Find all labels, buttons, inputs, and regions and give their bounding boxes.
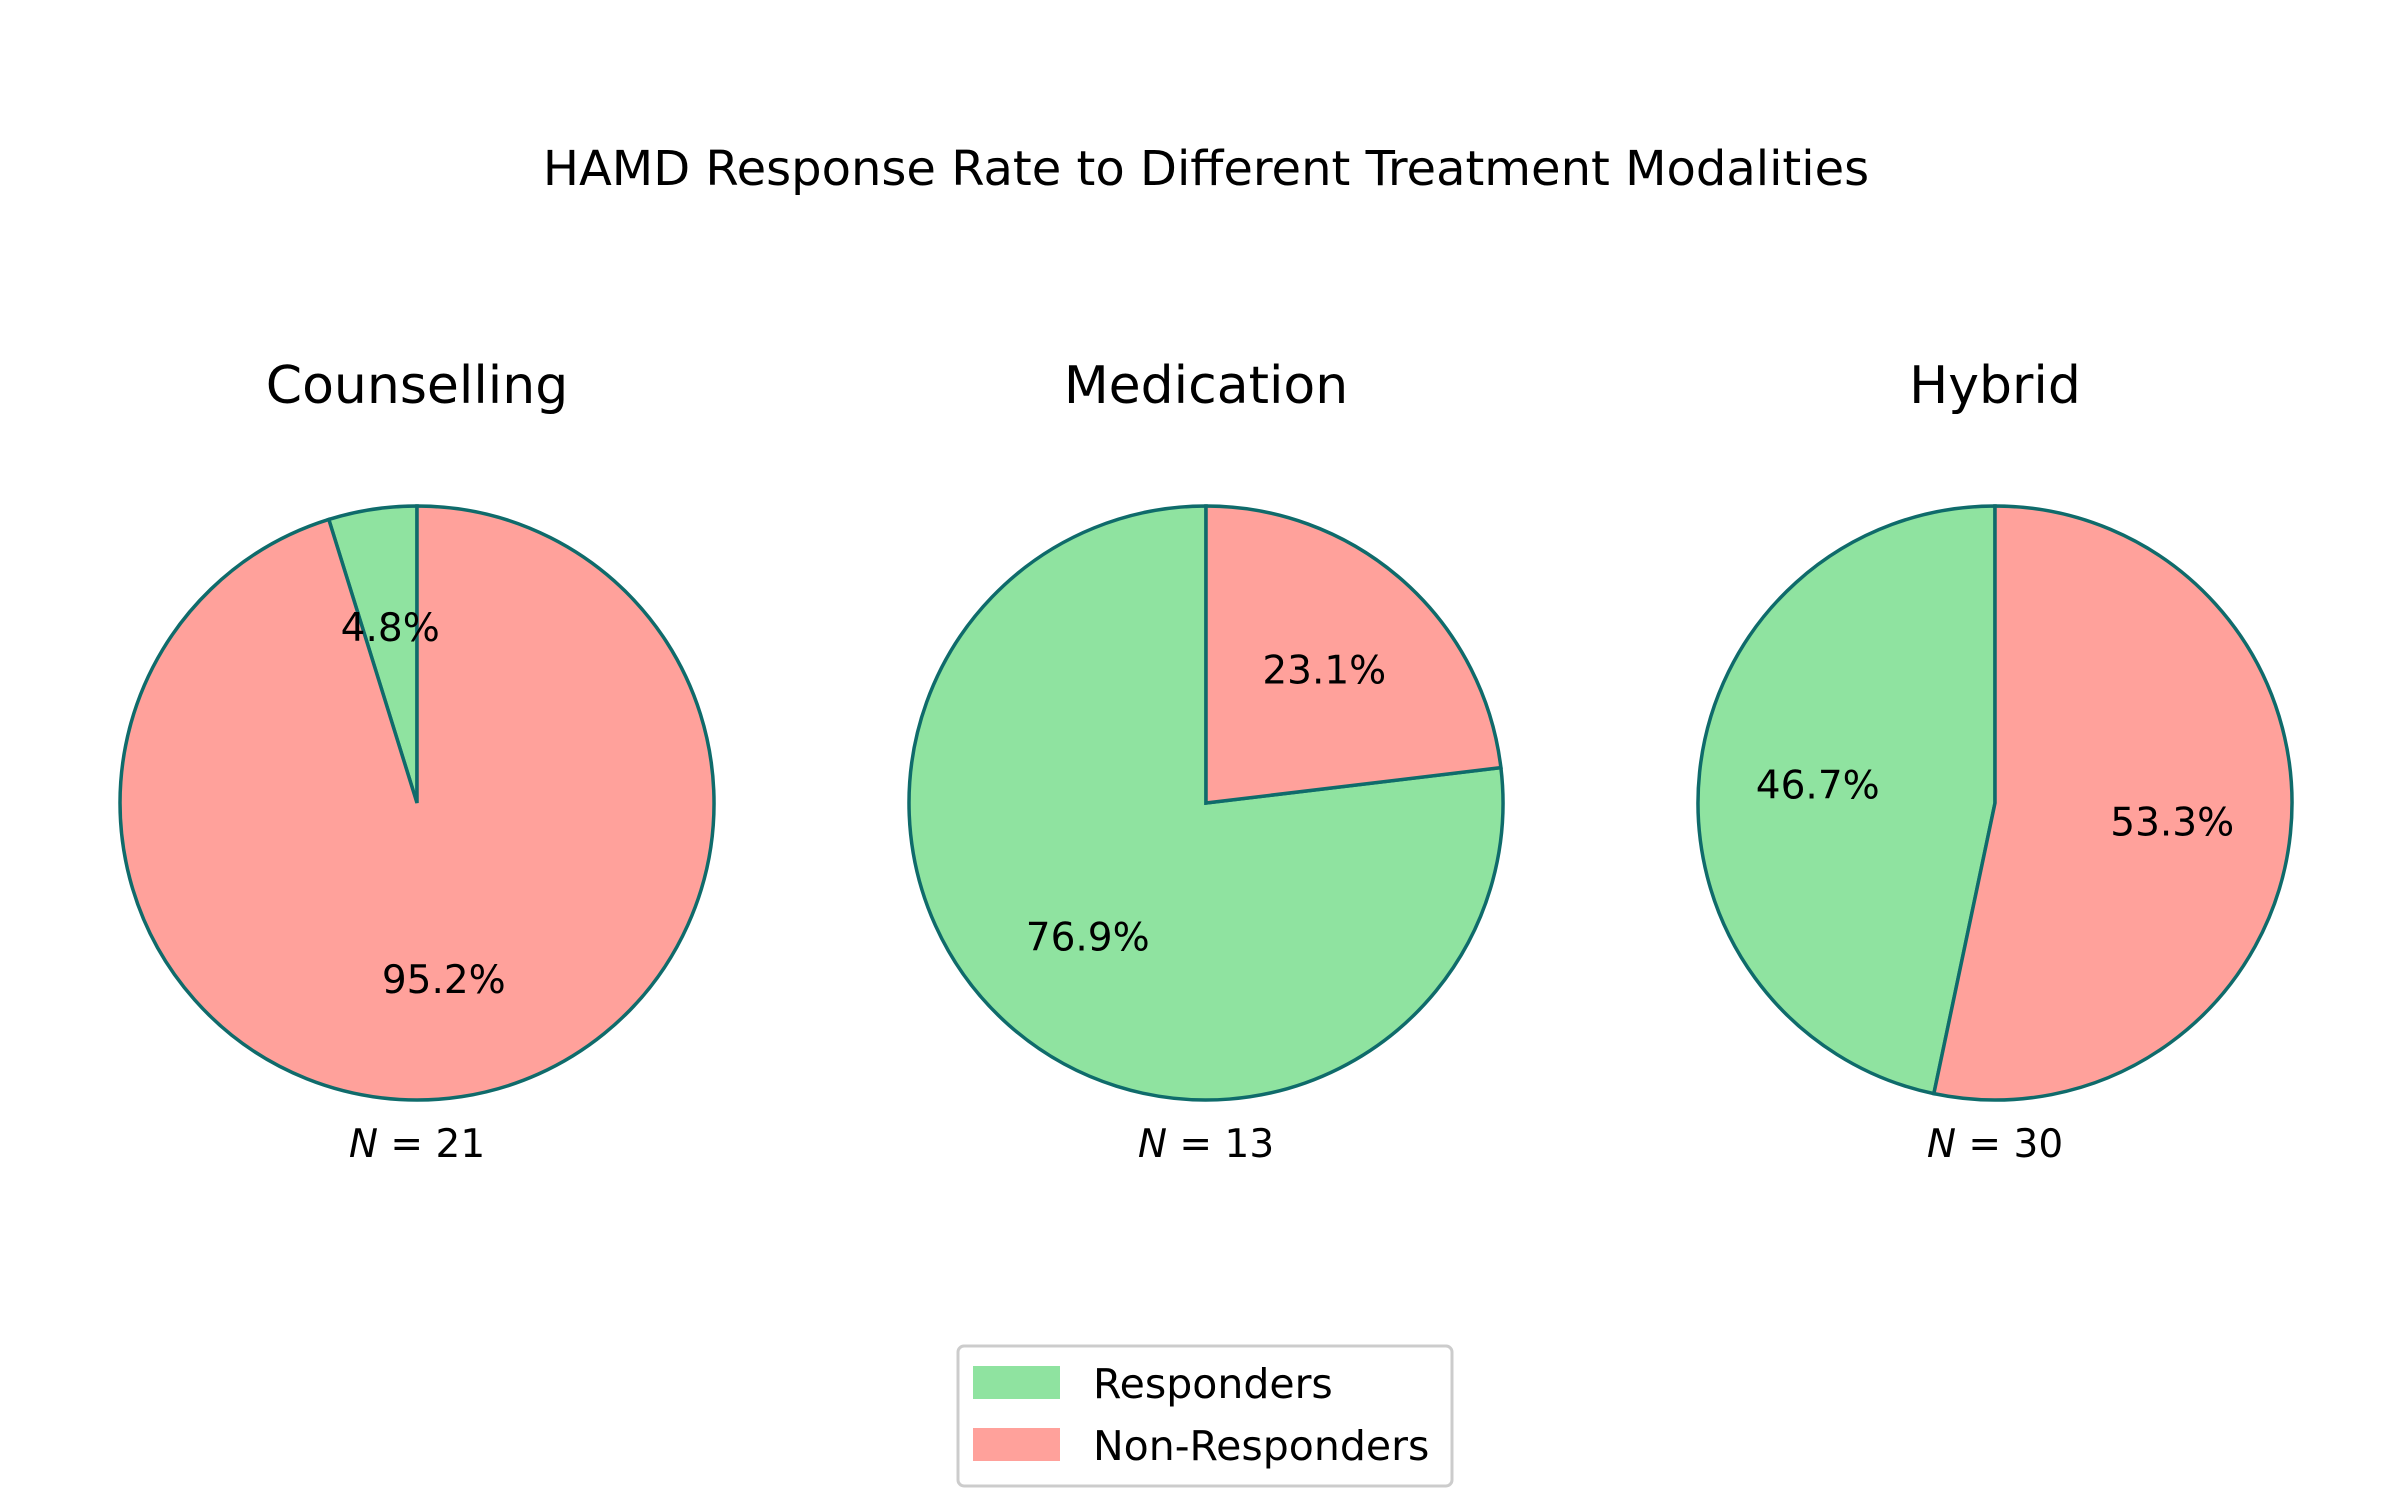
pie-n-label-counselling: N = 21 bbox=[349, 1122, 485, 1167]
pie-counselling: Counselling 4.8% 95.2% N = 21 bbox=[118, 356, 716, 1167]
pie-pct-label-counselling-responders: 4.8% bbox=[341, 606, 440, 651]
legend-swatch-non-responders bbox=[973, 1428, 1060, 1461]
pie-slice-hybrid-responders bbox=[1696, 504, 1997, 1096]
pie-slice-medication-non-responders bbox=[1204, 504, 1503, 805]
pie-title-hybrid: Hybrid bbox=[1909, 356, 2081, 416]
legend-label-responders: Responders bbox=[1093, 1360, 1333, 1408]
pie-slice-hybrid-non-responders bbox=[1931, 504, 2294, 1102]
pie-pct-label-hybrid-non-responders: 53.3% bbox=[2110, 800, 2234, 845]
pie-group: Counselling 4.8% 95.2% N = 21 Medication 76.9… bbox=[118, 356, 2294, 1167]
pie-slice-counselling-non-responders bbox=[118, 504, 716, 1102]
pie-n-label-hybrid: N = 30 bbox=[1927, 1122, 2063, 1167]
pie-title-medication: Medication bbox=[1064, 356, 1348, 416]
legend-frame bbox=[956, 1344, 1454, 1488]
pie-medication: Medication 76.9% 23.1% N = 13 bbox=[907, 356, 1505, 1167]
pie-pct-label-hybrid-responders: 46.7% bbox=[1756, 764, 1880, 809]
chart-title: HAMD Response Rate to Different Treatmen… bbox=[543, 141, 1869, 197]
pie-pct-label-counselling-non-responders: 95.2% bbox=[382, 958, 506, 1003]
pie-pct-label-medication-responders: 76.9% bbox=[1026, 915, 1150, 960]
pie-hybrid: Hybrid 46.7% 53.3% N = 30 bbox=[1696, 356, 2294, 1167]
pie-title-counselling: Counselling bbox=[266, 356, 568, 416]
pie-pct-label-medication-non-responders: 23.1% bbox=[1262, 649, 1386, 694]
pie-n-label-medication: N = 13 bbox=[1138, 1122, 1274, 1167]
legend-label-non-responders: Non-Responders bbox=[1093, 1422, 1429, 1470]
legend-swatch-responders bbox=[973, 1366, 1060, 1399]
legend: Responders Non-Responders bbox=[956, 1344, 1454, 1488]
